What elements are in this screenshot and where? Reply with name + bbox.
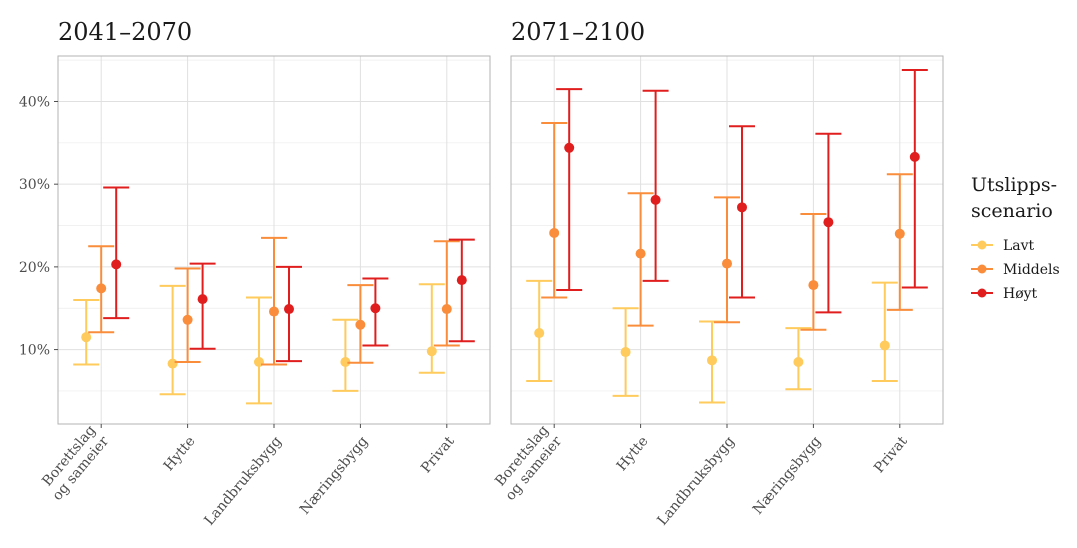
category-label: Næringsbygg (750, 433, 824, 517)
category-label-line: Landbruksbygg (201, 433, 284, 528)
legend-label: Lavt (1003, 238, 1035, 254)
legend-key-point (977, 264, 987, 274)
category-label-line: Næringsbygg (297, 433, 371, 517)
series-høyt (103, 186, 475, 363)
legend-label: Høyt (1003, 286, 1038, 302)
y-tick-label: 40% (19, 94, 50, 110)
series-lavt (73, 283, 445, 405)
data-point (355, 319, 366, 330)
category-label: Hytte (161, 434, 199, 475)
series-middels (541, 121, 913, 331)
category-label-line: Privat (871, 433, 911, 476)
legend-item-middels: Middels (971, 262, 1060, 278)
data-point (620, 347, 631, 358)
data-point (722, 258, 732, 269)
data-point (167, 358, 178, 369)
data-point (182, 314, 193, 325)
data-point (793, 356, 804, 367)
y-tick-label: 20% (19, 260, 50, 276)
data-point (426, 346, 437, 357)
data-point (254, 356, 264, 367)
facet-title: 2041–2070 (58, 18, 192, 46)
data-point (441, 304, 452, 315)
data-point (269, 306, 279, 317)
data-point (456, 275, 467, 286)
legend-title-line: scenario (971, 200, 1053, 222)
y-tick-label: 10% (19, 343, 50, 359)
data-point (81, 332, 92, 343)
data-point (879, 340, 890, 351)
data-point (370, 303, 381, 314)
category-label-line: Hytte (161, 434, 199, 475)
series-høyt (556, 69, 928, 314)
data-point (197, 294, 208, 305)
y-tick-label: 30% (19, 177, 50, 193)
category-label-line: Hytte (614, 434, 652, 475)
data-point (823, 217, 834, 228)
data-point (707, 355, 717, 366)
data-point (564, 142, 575, 153)
facet-title: 2071–2100 (511, 18, 645, 46)
legend-label: Middels (1003, 262, 1060, 278)
category-label: Privat (418, 433, 458, 476)
data-point (909, 151, 920, 162)
series-lavt (526, 279, 898, 404)
category-label: Næringsbygg (297, 433, 371, 517)
data-point (534, 328, 545, 339)
series-middels (88, 236, 460, 366)
data-point (808, 280, 819, 291)
data-point (111, 259, 122, 270)
legend-item-høyt: Høyt (971, 286, 1038, 302)
data-point (635, 248, 646, 259)
category-label: Hytte (614, 434, 652, 475)
category-label-line: Næringsbygg (750, 433, 824, 517)
category-label: Landbruksbygg (201, 433, 284, 528)
legend: Utslipps-scenario Lavt Middels Høyt (971, 174, 1060, 302)
data-point (894, 228, 905, 239)
category-label: Landbruksbygg (654, 433, 737, 528)
data-point (737, 202, 747, 213)
legend-key-point (977, 240, 987, 250)
legend-key-point (977, 288, 987, 298)
data-point (340, 356, 351, 367)
category-label-line: Landbruksbygg (654, 433, 737, 528)
category-label-line: Privat (418, 433, 458, 476)
legend-title-line: Utslipps- (971, 174, 1057, 196)
data-point (549, 227, 560, 238)
data-point (650, 194, 661, 205)
data-point (96, 283, 107, 294)
data-point (284, 304, 294, 315)
legend-item-lavt: Lavt (971, 238, 1035, 254)
category-label: Privat (871, 433, 911, 476)
